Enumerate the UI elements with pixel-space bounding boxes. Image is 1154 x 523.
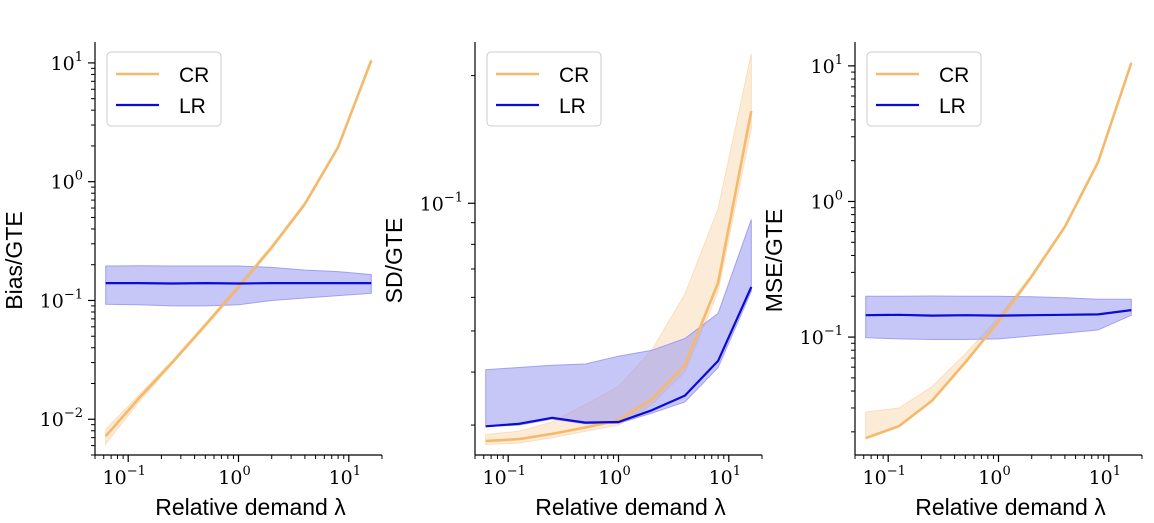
legend-label-cr: CR xyxy=(559,64,589,87)
x-tick-label: 101 xyxy=(329,464,361,489)
y-tick-label: 10−1 xyxy=(420,190,463,215)
panel-3: 10−1 100 101 10−1 100 101 Relative demand λ MSE… xyxy=(761,42,1143,520)
y-axis-label: Bias/GTE xyxy=(1,211,27,309)
panel-1: 10−1 100 101 10−2 10−1 100 101 Relative demand … xyxy=(1,42,383,520)
x-tick-label: 100 xyxy=(218,464,250,489)
legend: CR LR xyxy=(486,51,602,127)
legend-frame xyxy=(106,51,222,127)
legend-frame xyxy=(866,51,982,127)
x-axis-label: Relative demand λ xyxy=(535,494,726,520)
y-axis-label: MSE/GTE xyxy=(761,209,787,313)
legend-label-cr: CR xyxy=(939,64,969,87)
y-tick-label: 10−2 xyxy=(40,406,83,431)
band-lr xyxy=(865,295,1132,340)
legend: CR LR xyxy=(106,51,222,127)
x-tick-label: 100 xyxy=(598,464,630,489)
y-tick-label: 101 xyxy=(51,50,83,75)
y-tick-label: 100 xyxy=(51,169,83,194)
x-tick-label: 100 xyxy=(978,464,1010,489)
legend-label-lr: LR xyxy=(179,95,206,118)
x-tick-label: 10−1 xyxy=(483,464,526,489)
x-tick-label: 10−1 xyxy=(103,464,146,489)
legend-label-lr: LR xyxy=(559,95,586,118)
x-tick-label: 10−1 xyxy=(863,464,906,489)
x-axis-label: Relative demand λ xyxy=(155,494,346,520)
panel-2: 10−1 100 101 10−1 Relative demand λ SD/GTE CR L… xyxy=(381,42,763,520)
y-tick-label: 10−1 xyxy=(800,324,843,349)
y-tick-label: 100 xyxy=(811,188,843,213)
y-tick-label: 101 xyxy=(811,53,843,78)
x-tick-label: 101 xyxy=(1089,464,1121,489)
y-tick-label: 10−1 xyxy=(40,287,83,312)
x-axis-label: Relative demand λ xyxy=(915,494,1106,520)
x-tick-label: 101 xyxy=(709,464,741,489)
legend-label-cr: CR xyxy=(179,64,209,87)
legend-frame xyxy=(486,51,602,127)
legend: CR LR xyxy=(866,51,982,127)
y-axis-label: SD/GTE xyxy=(381,218,407,304)
band-lr xyxy=(485,219,752,427)
legend-label-lr: LR xyxy=(939,95,966,118)
